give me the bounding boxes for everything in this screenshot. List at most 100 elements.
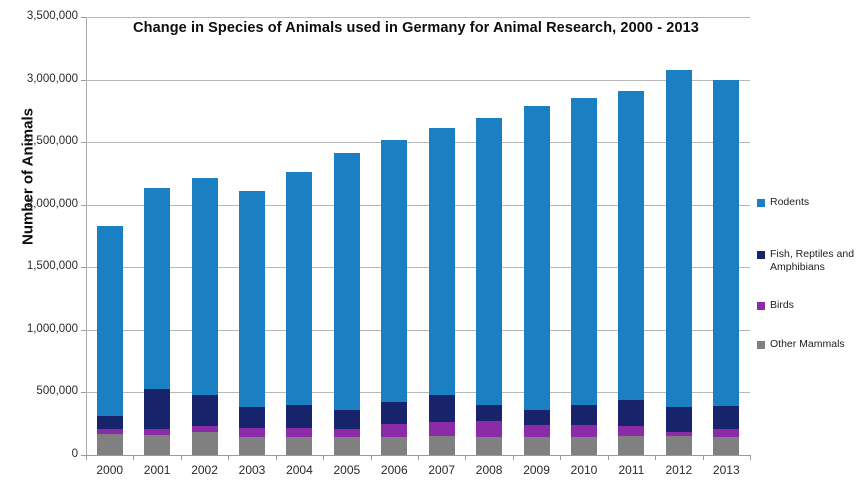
bar-column[interactable] <box>333 17 360 455</box>
bar-segment[interactable] <box>523 409 550 425</box>
y-axis-tick-label: 2,000,000 <box>26 197 78 210</box>
y-axis-tick-mark <box>81 79 86 81</box>
bar-segment[interactable] <box>381 424 408 437</box>
bar-segment[interactable] <box>618 426 645 437</box>
bar-segment[interactable] <box>618 90 645 400</box>
bar-segment[interactable] <box>476 420 503 437</box>
bar-column[interactable] <box>618 17 645 455</box>
gridline <box>86 142 750 144</box>
bar-segment[interactable] <box>571 424 597 438</box>
gridline <box>86 392 750 394</box>
bar-segment[interactable] <box>239 406 265 429</box>
gridline <box>86 329 750 331</box>
x-axis-tick-mark <box>323 455 325 460</box>
bar-column[interactable] <box>144 17 171 455</box>
bar-segment[interactable] <box>333 409 360 429</box>
bar-segment[interactable] <box>428 422 455 437</box>
y-axis-tick-mark <box>81 142 86 144</box>
bar-segment[interactable] <box>144 428 171 435</box>
bar-segment[interactable] <box>191 432 218 455</box>
y-axis-tick-mark <box>81 392 86 394</box>
y-axis-tick-mark <box>81 267 86 269</box>
bar-segment[interactable] <box>665 436 692 455</box>
x-axis-tick-label: 2011 <box>618 463 645 477</box>
x-axis-tick-label: 2007 <box>428 463 456 477</box>
bar-segment[interactable] <box>286 172 313 405</box>
bar-segment[interactable] <box>523 105 550 410</box>
legend-label: Fish, Reptiles and Amphibians <box>770 248 855 273</box>
bar-segment[interactable] <box>239 437 265 455</box>
bar-column[interactable] <box>476 17 503 455</box>
bar-segment[interactable] <box>665 432 692 437</box>
bar-column[interactable] <box>239 17 265 455</box>
bar-column[interactable] <box>523 17 550 455</box>
bar-segment[interactable] <box>523 437 550 455</box>
bar-column[interactable] <box>381 17 408 455</box>
legend-label: Other Mammals <box>770 338 845 350</box>
bar-segment[interactable] <box>333 428 360 438</box>
x-axis-tick-label: 2004 <box>286 463 313 477</box>
bar-segment[interactable] <box>96 416 123 429</box>
legend-item[interactable]: Birds <box>757 299 860 312</box>
bar-segment[interactable] <box>713 405 740 429</box>
bar-segment[interactable] <box>381 402 408 425</box>
bar-segment[interactable] <box>286 428 313 438</box>
legend-item[interactable]: Fish, Reptiles and Amphibians <box>757 248 860 274</box>
bar-segment[interactable] <box>428 436 455 455</box>
x-axis-tick-label: 2003 <box>238 463 266 477</box>
legend-swatch-icon <box>757 302 765 310</box>
x-axis-tick-label: 2012 <box>665 463 693 477</box>
bar-segment[interactable] <box>96 428 123 434</box>
bar-segment[interactable] <box>239 190 265 407</box>
bar-segment[interactable] <box>571 98 597 405</box>
bar-segment[interactable] <box>713 79 740 406</box>
x-axis-tick-mark <box>133 455 135 460</box>
bar-segment[interactable] <box>618 436 645 455</box>
x-axis-tick-mark <box>607 455 609 460</box>
bar-segment[interactable] <box>144 434 171 455</box>
bar-segment[interactable] <box>191 178 218 395</box>
bar-segment[interactable] <box>476 436 503 455</box>
bar-segment[interactable] <box>713 437 740 455</box>
bar-segment[interactable] <box>96 433 123 455</box>
bar-segment[interactable] <box>191 425 218 433</box>
bar-segment[interactable] <box>239 428 265 438</box>
bar-column[interactable] <box>191 17 218 455</box>
bar-column[interactable] <box>571 17 597 455</box>
bar-segment[interactable] <box>144 388 171 429</box>
plot-area: 0 500,000 1,000,000 1,500,000 2,000,000 2,500… <box>27 10 751 477</box>
legend-item[interactable]: Rodents <box>757 196 860 209</box>
x-axis-tick-mark <box>228 455 230 460</box>
x-axis-tick-label: 2006 <box>380 463 408 477</box>
bar-column[interactable] <box>428 17 455 455</box>
bar-segment[interactable] <box>523 424 550 438</box>
bar-segment[interactable] <box>571 404 597 425</box>
x-axis-tick-label: 2001 <box>143 463 171 477</box>
bar-column[interactable] <box>713 17 740 455</box>
bar-segment[interactable] <box>333 153 360 410</box>
bar-segment[interactable] <box>191 394 218 426</box>
x-axis-tick-label: 2009 <box>523 463 550 477</box>
bar-segment[interactable] <box>665 70 692 407</box>
bar-segment[interactable] <box>476 404 503 421</box>
bar-segment[interactable] <box>618 399 645 427</box>
bar-segment[interactable] <box>286 404 313 429</box>
bar-column[interactable] <box>96 17 123 455</box>
legend-item[interactable]: Other Mammals <box>757 338 860 351</box>
bar-segment[interactable] <box>571 437 597 455</box>
y-axis-tick-label: 1,000,000 <box>26 322 78 335</box>
bar-segment[interactable] <box>381 436 408 455</box>
bar-segment[interactable] <box>428 394 455 423</box>
bar-column[interactable] <box>286 17 313 455</box>
bar-segment[interactable] <box>665 406 692 433</box>
bar-segment[interactable] <box>333 437 360 455</box>
legend-label: Birds <box>770 299 794 311</box>
bar-column[interactable] <box>665 17 692 455</box>
bar-segment[interactable] <box>381 139 408 403</box>
bar-segment[interactable] <box>286 437 313 455</box>
bar-segment[interactable] <box>713 428 740 438</box>
bar-segment[interactable] <box>476 118 503 405</box>
bar-segment[interactable] <box>428 128 455 395</box>
bar-segment[interactable] <box>144 188 171 389</box>
bar-segment[interactable] <box>96 226 123 417</box>
